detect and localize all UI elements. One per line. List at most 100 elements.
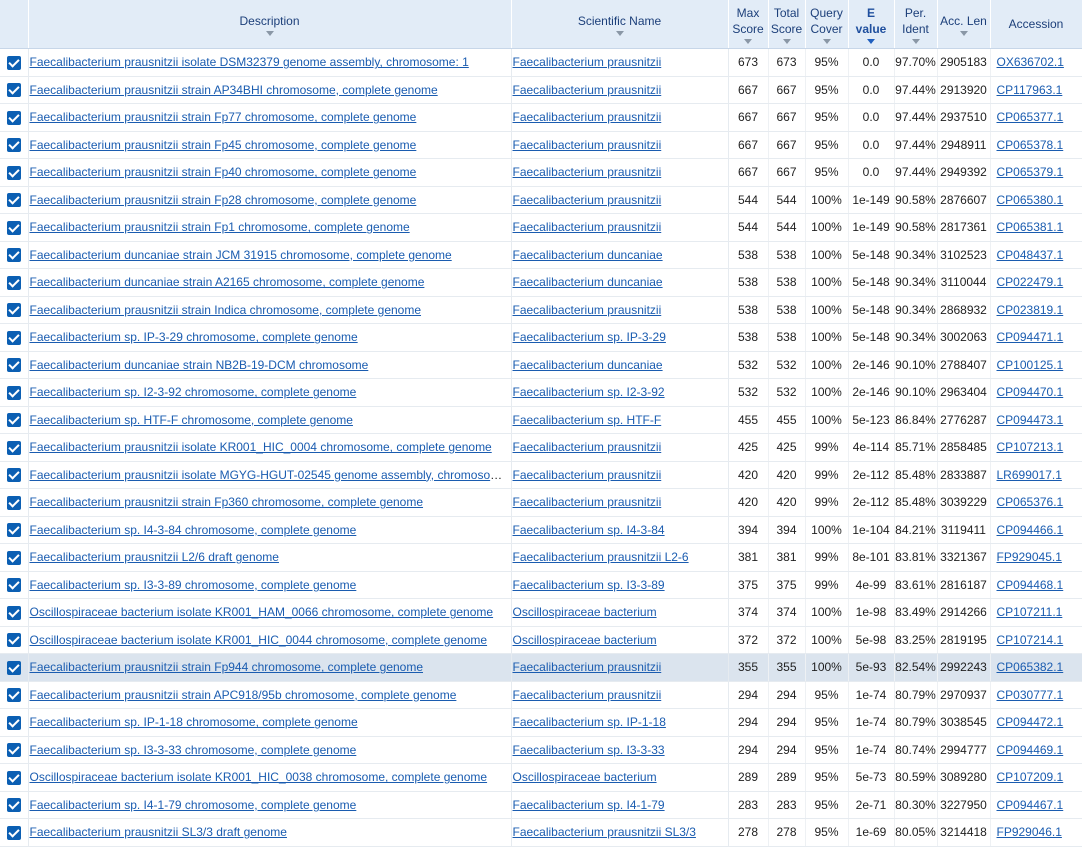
table-row[interactable]: Faecalibacterium sp. IP-3-29 chromosome,… — [0, 323, 1082, 352]
table-row[interactable]: Faecalibacterium sp. IP-1-18 chromosome,… — [0, 708, 1082, 737]
checkbox-checked-icon[interactable] — [6, 138, 21, 153]
description-link[interactable]: Faecalibacterium sp. IP-3-29 chromosome,… — [29, 330, 358, 345]
checkbox-checked-icon[interactable] — [6, 275, 21, 290]
description-link[interactable]: Faecalibacterium prausnitzii strain Fp36… — [29, 495, 424, 510]
row-select-cell[interactable] — [0, 351, 29, 379]
accession-link[interactable]: CP107211.1 — [996, 605, 1063, 620]
accession-link[interactable]: FP929045.1 — [996, 550, 1062, 565]
checkbox-checked-icon[interactable] — [6, 303, 21, 318]
checkbox-checked-icon[interactable] — [6, 55, 21, 70]
row-select-cell[interactable] — [0, 571, 29, 599]
checkbox-checked-icon[interactable] — [6, 523, 21, 538]
accession-link[interactable]: FP929046.1 — [996, 825, 1062, 840]
scientific-name-link[interactable]: Faecalibacterium sp. I2-3-92 — [512, 385, 665, 400]
table-row[interactable]: Faecalibacterium prausnitzii strain Fp28… — [0, 186, 1082, 214]
scientific-name-link[interactable]: Faecalibacterium sp. I4-3-84 — [512, 522, 665, 537]
header-total-score[interactable]: Total Score — [768, 0, 806, 49]
table-row[interactable]: Faecalibacterium prausnitzii SL3/3 draft… — [0, 818, 1082, 847]
row-select-cell[interactable] — [0, 406, 29, 434]
description-link[interactable]: Faecalibacterium prausnitzii isolate DSM… — [29, 55, 469, 70]
checkbox-checked-icon[interactable] — [6, 440, 21, 455]
accession-link[interactable]: CP065379.1 — [996, 165, 1064, 180]
checkbox-checked-icon[interactable] — [6, 743, 21, 758]
row-select-cell[interactable] — [0, 791, 29, 819]
table-row[interactable]: Faecalibacterium sp. I4-1-79 chromosome,… — [0, 791, 1082, 819]
accession-link[interactable]: CP107214.1 — [996, 632, 1064, 647]
accession-link[interactable]: CP094469.1 — [996, 742, 1064, 757]
row-select-cell[interactable] — [0, 131, 29, 159]
accession-link[interactable]: CP094472.1 — [996, 715, 1064, 730]
row-select-cell[interactable] — [0, 708, 29, 737]
scientific-name-link[interactable]: Faecalibacterium prausnitzii — [512, 165, 662, 180]
accession-link[interactable]: CP065376.1 — [996, 495, 1064, 510]
accession-link[interactable]: CP100125.1 — [996, 357, 1064, 372]
table-row[interactable]: Faecalibacterium duncaniae strain A2165 … — [0, 268, 1082, 297]
checkbox-checked-icon[interactable] — [6, 550, 21, 565]
scientific-name-link[interactable]: Faecalibacterium sp. IP-3-29 — [512, 330, 666, 345]
checkbox-checked-icon[interactable] — [6, 825, 21, 840]
header-accession[interactable]: Accession — [990, 0, 1082, 49]
scientific-name-link[interactable]: Faecalibacterium prausnitzii — [512, 302, 662, 317]
checkbox-checked-icon[interactable] — [6, 165, 21, 180]
description-link[interactable]: Faecalibacterium prausnitzii strain Fp94… — [29, 660, 424, 675]
description-link[interactable]: Faecalibacterium sp. I2-3-92 chromosome,… — [29, 385, 357, 400]
checkbox-checked-icon[interactable] — [6, 468, 21, 483]
description-link[interactable]: Faecalibacterium sp. I4-1-79 chromosome,… — [29, 797, 357, 812]
scientific-name-link[interactable]: Faecalibacterium prausnitzii — [512, 467, 662, 482]
header-query-cover[interactable]: Query Cover — [805, 0, 849, 49]
scientific-name-link[interactable]: Faecalibacterium sp. HTF-F — [512, 412, 662, 427]
description-link[interactable]: Faecalibacterium sp. I3-3-89 chromosome,… — [29, 577, 357, 592]
scientific-name-link[interactable]: Faecalibacterium prausnitzii L2-6 — [512, 550, 689, 565]
accession-link[interactable]: CP023819.1 — [996, 302, 1064, 317]
description-link[interactable]: Faecalibacterium prausnitzii L2/6 draft … — [29, 550, 279, 565]
checkbox-checked-icon[interactable] — [6, 330, 21, 345]
table-row[interactable]: Oscillospiraceae bacterium isolate KR001… — [0, 626, 1082, 654]
scientific-name-link[interactable]: Faecalibacterium prausnitzii — [512, 137, 662, 152]
scientific-name-link[interactable]: Oscillospiraceae bacterium — [512, 770, 657, 785]
description-link[interactable]: Faecalibacterium sp. I3-3-33 chromosome,… — [29, 742, 357, 757]
scientific-name-link[interactable]: Faecalibacterium prausnitzii — [512, 220, 662, 235]
checkbox-checked-icon[interactable] — [6, 385, 21, 400]
accession-link[interactable]: CP117963.1 — [996, 82, 1063, 97]
description-link[interactable]: Faecalibacterium duncaniae strain NB2B-1… — [29, 357, 369, 372]
scientific-name-link[interactable]: Faecalibacterium sp. IP-1-18 — [512, 715, 666, 730]
scientific-name-link[interactable]: Faecalibacterium sp. I4-1-79 — [512, 797, 665, 812]
row-select-cell[interactable] — [0, 598, 29, 627]
scientific-name-link[interactable]: Faecalibacterium prausnitzii — [512, 192, 662, 207]
accession-link[interactable]: CP094466.1 — [996, 522, 1064, 537]
description-link[interactable]: Faecalibacterium sp. IP-1-18 chromosome,… — [29, 715, 358, 730]
checkbox-checked-icon[interactable] — [6, 633, 21, 648]
description-link[interactable]: Faecalibacterium prausnitzii isolate KR0… — [29, 440, 492, 455]
description-link[interactable]: Oscillospiraceae bacterium isolate KR001… — [29, 605, 494, 620]
accession-link[interactable]: CP094470.1 — [996, 385, 1064, 400]
accession-link[interactable]: CP065380.1 — [996, 192, 1064, 207]
checkbox-checked-icon[interactable] — [6, 248, 21, 263]
description-link[interactable]: Faecalibacterium prausnitzii strain APC9… — [29, 687, 457, 702]
table-row[interactable]: Faecalibacterium duncaniae strain NB2B-1… — [0, 351, 1082, 379]
checkbox-checked-icon[interactable] — [6, 688, 21, 703]
description-link[interactable]: Faecalibacterium sp. HTF-F chromosome, c… — [29, 412, 353, 427]
scientific-name-link[interactable]: Faecalibacterium duncaniae — [512, 275, 663, 290]
accession-link[interactable]: CP065378.1 — [996, 137, 1064, 152]
description-link[interactable]: Faecalibacterium prausnitzii strain Fp40… — [29, 165, 417, 180]
header-max-score[interactable]: Max Score — [728, 0, 769, 49]
description-link[interactable]: Faecalibacterium prausnitzii strain Fp77… — [29, 110, 417, 125]
row-select-cell[interactable] — [0, 516, 29, 544]
description-link[interactable]: Faecalibacterium prausnitzii strain AP34… — [29, 82, 438, 97]
description-link[interactable]: Oscillospiraceae bacterium isolate KR001… — [29, 770, 488, 785]
row-select-cell[interactable] — [0, 268, 29, 297]
accession-link[interactable]: CP048437.1 — [996, 247, 1064, 262]
table-row[interactable]: Faecalibacterium sp. I4-3-84 chromosome,… — [0, 516, 1082, 544]
table-row[interactable]: Faecalibacterium prausnitzii isolate MGY… — [0, 461, 1082, 489]
checkbox-checked-icon[interactable] — [6, 495, 21, 510]
row-select-cell[interactable] — [0, 763, 29, 792]
table-row[interactable]: Faecalibacterium prausnitzii strain AP34… — [0, 76, 1082, 104]
accession-link[interactable]: CP065382.1 — [996, 660, 1064, 675]
table-row[interactable]: Faecalibacterium prausnitzii strain Fp40… — [0, 158, 1082, 187]
row-select-cell[interactable] — [0, 158, 29, 187]
checkbox-checked-icon[interactable] — [6, 83, 21, 98]
description-link[interactable]: Faecalibacterium prausnitzii strain Indi… — [29, 302, 422, 317]
description-link[interactable]: Faecalibacterium prausnitzii isolate MGY… — [29, 467, 511, 482]
checkbox-checked-icon[interactable] — [6, 220, 21, 235]
accession-link[interactable]: LR699017.1 — [996, 467, 1062, 482]
